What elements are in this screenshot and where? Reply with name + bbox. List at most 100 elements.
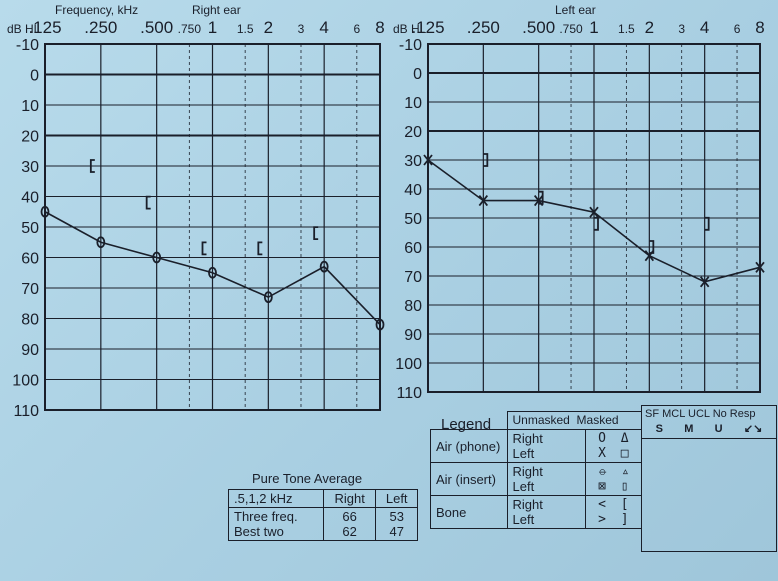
x-tick-label: .500	[140, 18, 173, 37]
air-left-marker	[478, 195, 489, 207]
air-right-marker	[263, 291, 273, 304]
bone-left-masked-marker	[538, 190, 544, 205]
legend-sides: Right Left	[506, 462, 586, 496]
x-tick-label: 3	[298, 22, 305, 36]
legend-header: Unmasked Masked	[506, 411, 642, 430]
y-tick-label: 60	[404, 240, 422, 257]
no-resp-label: No Resp	[712, 408, 756, 420]
x-tick-label: .125	[411, 18, 444, 37]
legend-right: Right	[512, 464, 543, 479]
legend-symbol: ⦵	[597, 464, 609, 479]
pta-value: 53	[389, 509, 404, 524]
air-right-marker	[319, 260, 329, 273]
pta-title: Pure Tone Average	[252, 471, 363, 486]
x-tick-label: .250	[467, 18, 500, 37]
pta-value: 62	[342, 524, 357, 539]
marker-stroke	[478, 195, 489, 207]
y-tick-label: 80	[21, 312, 39, 329]
y-tick-label: 30	[21, 159, 39, 176]
y-tick-label: 10	[21, 98, 39, 115]
air-left-marker	[755, 261, 765, 273]
y-tick-label: 40	[21, 190, 39, 207]
air-conduction-line	[44, 211, 381, 326]
bone-left-masked-marker	[649, 240, 655, 254]
bone-right-masked-marker	[89, 159, 95, 173]
x-tick-label: 3	[678, 22, 685, 36]
x-tick-label: 8	[375, 18, 384, 37]
legend-symbol: ]	[620, 512, 629, 527]
marker-stroke	[533, 195, 544, 207]
x-tick-label: 1	[208, 18, 217, 37]
x-tick-label: 4	[700, 18, 709, 37]
marker-stroke	[755, 261, 765, 273]
legend-corner	[430, 411, 508, 430]
legend-symbol: >	[598, 512, 606, 527]
legend-masked-label: Masked	[576, 413, 619, 427]
pta-left-values: 53 47	[375, 507, 418, 541]
pta-freq-label: .5,1,2 kHz	[228, 489, 324, 508]
frequency-label: Frequency, kHz	[55, 3, 138, 17]
y-tick-label: 90	[404, 327, 422, 344]
bone-left-masked-marker	[704, 216, 710, 231]
air-right-marker	[152, 251, 162, 264]
pta-col-right: Right	[322, 489, 377, 508]
y-axis-unit-label: dB HL	[7, 22, 41, 36]
marker-stroke	[423, 154, 433, 166]
pta-table: .5,1,2 kHz Right Left Three freq. Best t…	[228, 489, 418, 541]
x-tick-label: 1	[589, 18, 598, 37]
x-tick-label: 1.5	[237, 22, 254, 36]
legend-row-bone: Bone	[430, 495, 508, 529]
legend-right: Right	[512, 431, 543, 446]
legend-left: Left	[512, 512, 535, 527]
y-tick-label: 0	[30, 68, 39, 85]
bone-left-masked-marker	[594, 216, 599, 231]
y-tick-label: 20	[404, 124, 422, 141]
air-right-marker	[208, 266, 217, 279]
x-tick-label: 6	[734, 22, 741, 36]
legend-row-air-insert: Air (insert)	[430, 462, 508, 496]
y-tick-label: 100	[395, 356, 422, 373]
x-tick-label: .125	[28, 18, 61, 37]
mcl-symbol: M	[684, 423, 694, 435]
pta-right-values: 66 62	[322, 507, 377, 541]
y-tick-label: 40	[404, 182, 422, 199]
pta-row-label: Three freq.	[234, 509, 298, 524]
y-tick-label: 50	[404, 211, 422, 228]
y-axis-unit-label-left-ear: dB HL	[393, 22, 427, 36]
y-tick-label: 50	[21, 220, 39, 237]
y-tick-label: 20	[21, 129, 39, 146]
air-right-marker	[96, 236, 106, 249]
air-right-marker	[40, 205, 50, 218]
y-tick-label: 100	[12, 373, 39, 390]
y-tick-label: 110	[396, 385, 422, 402]
y-tick-label: 90	[21, 342, 39, 359]
legend-table: Unmasked Masked Air (phone) Right Left O…	[430, 411, 643, 529]
ucl-symbol: U	[714, 423, 723, 435]
bone-right-masked-marker	[145, 195, 151, 210]
legend-symbol: [	[620, 497, 629, 512]
legend-symbol: O	[598, 431, 606, 446]
legend-left: Left	[512, 479, 535, 494]
legend-unmasked-label: Unmasked	[512, 413, 570, 427]
y-tick-label: -10	[399, 37, 422, 54]
x-tick-label: 4	[319, 18, 328, 37]
x-tick-label: 2	[645, 18, 654, 37]
bone-right-masked-marker	[313, 226, 319, 241]
legend-symbols: ⦵ ▵ ⊠ ▯	[584, 462, 643, 496]
bone-left-masked-marker	[483, 153, 489, 167]
legend-symbol: ▵	[621, 464, 630, 479]
y-tick-label: 70	[404, 269, 422, 286]
legend-extra-table: SF MCL UCL No Resp S M U ↙↘	[641, 405, 777, 552]
x-tick-label: .750	[178, 22, 202, 36]
y-tick-label: 70	[21, 281, 39, 298]
pta-value: 47	[389, 524, 404, 539]
bone-right-masked-marker	[201, 241, 207, 256]
air-left-marker	[699, 276, 710, 288]
legend-sides: Right Left	[506, 429, 586, 463]
legend-left: Left	[512, 446, 535, 461]
audiogram-charts: dB HL Frequency, kHz Right ear Left ear …	[7, 3, 765, 420]
sf-symbol: S	[655, 423, 663, 435]
legend-row-air-phone: Air (phone)	[430, 429, 508, 463]
